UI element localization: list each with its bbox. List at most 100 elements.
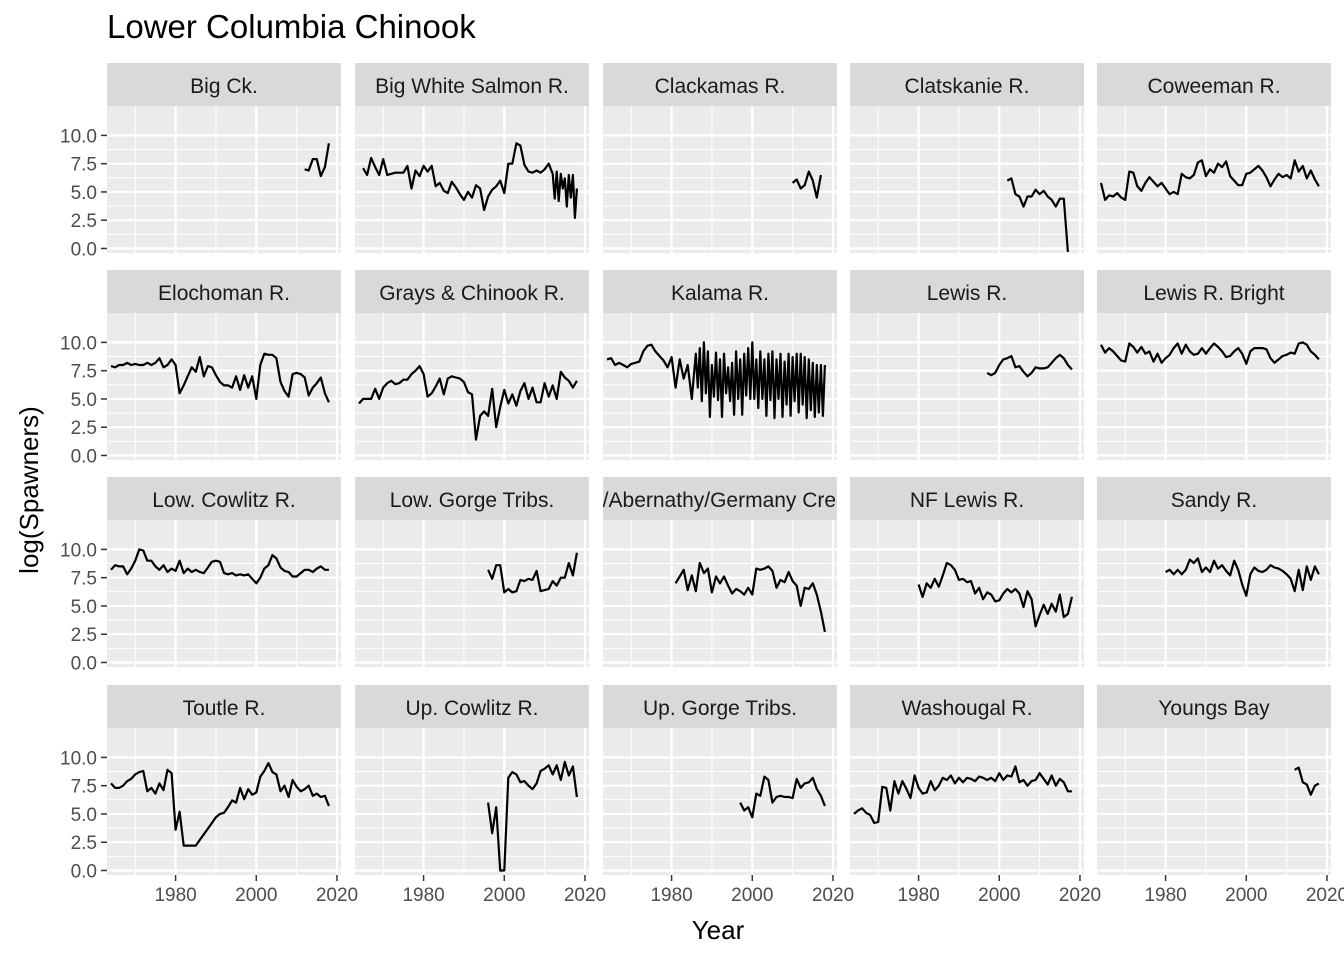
strip-background: [850, 477, 1084, 520]
y-tick-label: 7.5: [71, 569, 97, 590]
strip-background: [850, 685, 1084, 728]
strip-label: Clatskanie R.: [905, 75, 1030, 98]
panel-background: [603, 728, 837, 875]
y-tick-label: 10.0: [60, 748, 97, 769]
strip-background: [603, 685, 837, 728]
x-tick-label: 2020: [1306, 885, 1344, 906]
y-tick-label: 0.0: [71, 239, 97, 260]
series-line: [110, 352, 330, 403]
x-axis-label: Year: [692, 915, 745, 945]
y-tick-label: 5.0: [71, 390, 97, 411]
panel-background: [850, 728, 1084, 875]
x-tick-label: 1980: [402, 885, 444, 906]
strip-label: Big White Salmon R.: [375, 75, 569, 98]
panel-background: [603, 520, 837, 667]
series-line: [1100, 341, 1320, 365]
x-tick-label: 1980: [650, 885, 692, 906]
y-tick-label: 5.0: [71, 183, 97, 204]
strip-label: Coweeman R.: [1147, 75, 1280, 98]
strip-background: [355, 685, 589, 728]
facet-panel: Big Ck. 0.0 2.5 5.0 7.5 10.0: [60, 63, 341, 260]
panel-background: [1097, 520, 1331, 667]
x-tick-label: 2000: [483, 885, 525, 906]
panel-background: [355, 520, 589, 667]
series-line: [304, 143, 330, 178]
y-tick-label: 10.0: [60, 333, 97, 354]
facet-panel: NF Lewis R.: [850, 477, 1084, 667]
x-tick-label: 2000: [731, 885, 773, 906]
panel-background: [850, 520, 1084, 667]
y-tick-label: 10.0: [60, 540, 97, 561]
strip-label: Up. Gorge Tribs.: [643, 697, 797, 720]
series-line: [1165, 557, 1320, 597]
strip-label: Lewis R. Bright: [1143, 282, 1284, 305]
y-tick-label: 7.5: [71, 362, 97, 383]
series-line: [917, 561, 1073, 628]
series-line: [487, 760, 578, 872]
x-tick-label: 2020: [316, 885, 358, 906]
facet-panel: Kalama R.: [603, 270, 837, 460]
panel-background: [850, 313, 1084, 460]
strip-label: Low. Gorge Tribs.: [390, 489, 555, 512]
series-line: [358, 365, 578, 441]
panel-background: [107, 106, 341, 253]
series-line: [986, 353, 1073, 378]
strip-background: [1097, 477, 1331, 520]
strip-label: Big Ck.: [190, 75, 258, 98]
series-line: [1099, 159, 1320, 201]
panel-background: [355, 728, 589, 875]
strip-background: [1097, 63, 1331, 106]
series-line: [110, 762, 330, 847]
strip-background: [355, 270, 589, 313]
strip-label: Kalama R.: [671, 282, 769, 305]
y-tick-label: 2.5: [71, 211, 97, 232]
strip-background: [850, 270, 1084, 313]
x-tick-label: 2020: [564, 885, 606, 906]
x-tick-label: 2000: [1225, 885, 1267, 906]
strip-label: Clackamas R.: [655, 75, 786, 98]
strip-label: Lewis R.: [927, 282, 1008, 305]
panel-background: [107, 728, 341, 875]
y-tick-label: 10.0: [60, 126, 97, 147]
strip-background: [107, 270, 341, 313]
y-tick-label: 7.5: [71, 155, 97, 176]
series-line: [674, 561, 826, 633]
series-line: [739, 775, 826, 819]
facet-panel: Clatskanie R.: [850, 63, 1084, 253]
series-line: [362, 142, 578, 219]
series-line: [791, 170, 822, 199]
y-tick-label: 5.0: [71, 597, 97, 618]
facet-panel: Elochoman R. 0.0 2.5 5.0 7.5 10.0: [60, 270, 341, 467]
strip-background: [355, 477, 589, 520]
x-tick-label: 2000: [235, 885, 277, 906]
series-line: [1294, 766, 1320, 796]
facet-panel: Washougal R. 1980 2000 2020: [850, 685, 1101, 906]
strip-background: [107, 477, 341, 520]
y-tick-label: 5.0: [71, 805, 97, 826]
facet-panel: Mill/Abernathy/Germany Creeks: [571, 477, 869, 667]
y-tick-label: 0.0: [71, 446, 97, 467]
strip-label: Youngs Bay: [1158, 697, 1270, 720]
strip-background: [1097, 270, 1331, 313]
panel-background: [355, 106, 589, 253]
strip-background: [603, 477, 837, 520]
strip-label: Mill/Abernathy/Germany Creeks: [571, 489, 869, 512]
strip-label: Toutle R.: [183, 697, 266, 720]
strip-label: Sandy R.: [1171, 489, 1257, 512]
strip-background: [107, 63, 341, 106]
strip-label: Up. Cowlitz R.: [405, 697, 538, 720]
panel-background: [1097, 313, 1331, 460]
y-tick-label: 2.5: [71, 625, 97, 646]
y-tick-label: 0.0: [71, 653, 97, 674]
x-tick-label: 1980: [154, 885, 196, 906]
strip-background: [355, 63, 589, 106]
panel-background: [355, 313, 589, 460]
strip-label: Washougal R.: [901, 697, 1032, 720]
strip-background: [850, 63, 1084, 106]
facet-panel: Toutle R. 0.0 2.5 5.0 7.5 10.0 1980 2000 2020: [60, 685, 358, 906]
x-tick-label: 2020: [1059, 885, 1101, 906]
strip-background: [603, 63, 837, 106]
series-line: [606, 341, 826, 420]
strip-label: NF Lewis R.: [910, 489, 1024, 512]
